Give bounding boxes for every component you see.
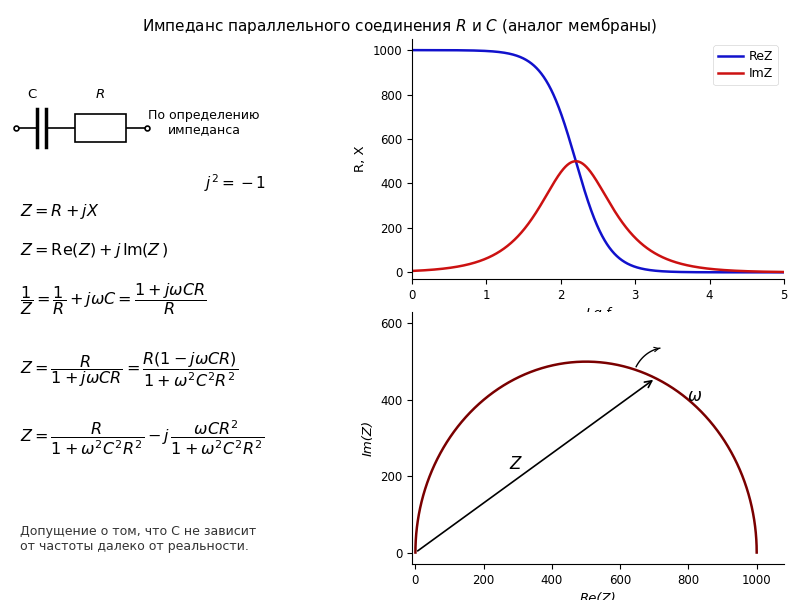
Text: $Z = \mathrm{Re}(Z) + j\,\mathrm{Im}(Z\,)$: $Z = \mathrm{Re}(Z) + j\,\mathrm{Im}(Z\,… (20, 241, 168, 260)
Bar (74, 113, 126, 142)
Text: По определению
импеданса: По определению импеданса (148, 109, 260, 137)
Text: $Z$: $Z$ (510, 455, 523, 473)
Text: $Z = R + jX$: $Z = R + jX$ (20, 202, 99, 221)
X-axis label: Re(Z): Re(Z) (580, 592, 616, 600)
Text: $\dfrac{1}{Z} = \dfrac{1}{R} + j\omega C = \dfrac{1 + j\omega CR}{R}$: $\dfrac{1}{Z} = \dfrac{1}{R} + j\omega C… (20, 281, 206, 317)
Line: ImZ: ImZ (412, 161, 784, 272)
Text: $j^2 = -1$: $j^2 = -1$ (204, 172, 266, 194)
ReZ (779, 269, 789, 276)
Text: $\omega$: $\omega$ (687, 387, 702, 405)
X-axis label: Lg f: Lg f (586, 307, 610, 320)
Text: $Z = \dfrac{R}{1 + \omega^2 C^2 R^2} - j\,\dfrac{\omega C R^2}{1 + \omega^2 C^2 : $Z = \dfrac{R}{1 + \omega^2 C^2 R^2} - j… (20, 419, 264, 457)
Text: $Z = \dfrac{R}{1 + j\omega CR} = \dfrac{R(1 - j\omega CR)}{1 + \omega^2 C^2 R^2}: $Z = \dfrac{R}{1 + j\omega CR} = \dfrac{… (20, 350, 238, 389)
ImZ (407, 268, 417, 275)
Text: C: C (27, 88, 36, 101)
ReZ (769, 269, 778, 276)
Line: ReZ: ReZ (412, 50, 784, 272)
ReZ (588, 211, 598, 218)
Y-axis label: Im(Z): Im(Z) (362, 420, 374, 456)
ReZ (768, 269, 778, 276)
Legend: ReZ, ImZ: ReZ, ImZ (714, 45, 778, 85)
Text: Импеданс параллельного соединения $R$ и $C$ (аналог мембраны): Импеданс параллельного соединения $R$ и … (142, 15, 658, 36)
ImZ (426, 266, 436, 274)
ReZ (407, 47, 417, 54)
ImZ (769, 268, 778, 275)
ImZ (769, 268, 778, 275)
Text: Допущение о том, что С не зависит
от частоты далеко от реальности.: Допущение о том, что С не зависит от час… (20, 525, 256, 553)
Y-axis label: R, X: R, X (354, 146, 367, 172)
ImZ (578, 160, 588, 167)
ImZ (588, 172, 598, 179)
ImZ (571, 158, 581, 165)
ImZ (779, 268, 789, 275)
ReZ (578, 182, 588, 189)
Text: R: R (95, 88, 105, 101)
ReZ (700, 269, 710, 276)
ImZ (700, 265, 710, 272)
ReZ (426, 47, 436, 54)
